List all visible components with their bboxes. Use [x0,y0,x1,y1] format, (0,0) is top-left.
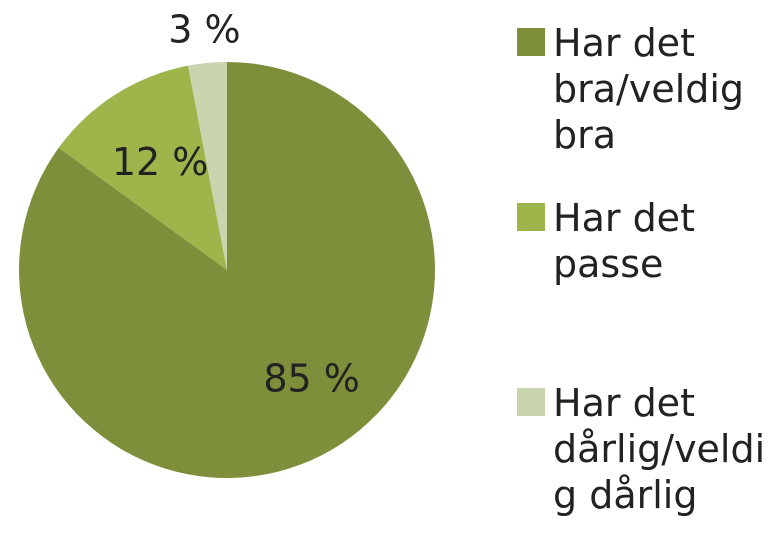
legend-swatch [517,203,545,231]
legend-label: Har det bra/veldig bra [553,21,745,157]
legend-label: Har det passe [553,196,695,286]
pie-slice [19,62,436,478]
legend-item: Har det bra/veldig bra [517,20,779,158]
data-label: 3 % [168,7,240,51]
legend-swatch [517,28,545,56]
legend-item: Har det dårlig/veldig dårlig [517,380,779,518]
pie-slice [188,62,227,270]
legend-item: Har det passe [517,195,779,287]
data-label: 85 % [263,357,360,401]
legend-swatch [517,388,545,416]
data-label: 12 % [112,140,209,184]
pie-slice [58,65,228,270]
legend-label: Har det dårlig/veldig dårlig [553,381,766,517]
